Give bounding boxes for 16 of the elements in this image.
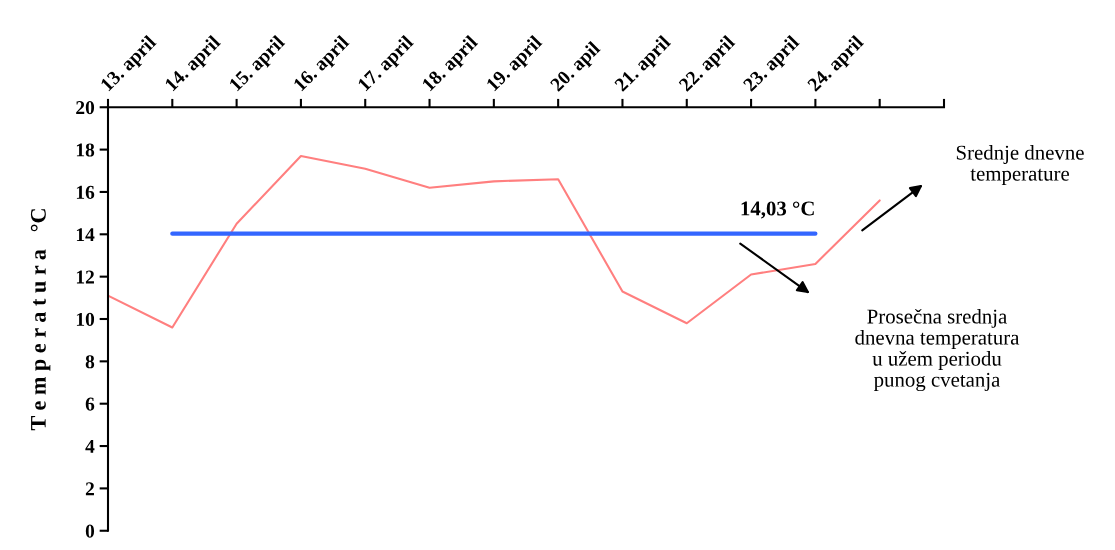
annotation: Prosečna srednja dnevna temperatura u užem periodu punog cvetanja: [855, 308, 1020, 392]
y-tick-label: 0: [85, 524, 95, 538]
y-tick-label: 2: [85, 482, 94, 496]
y-tick-label: 14: [76, 228, 95, 242]
y-axis-title: T e m p e r a t u r a °C: [30, 209, 51, 431]
x-tick-label: 20. apil: [549, 40, 604, 95]
text: Srednje dnevne temperature: [956, 145, 1084, 185]
y-tick-label: 6: [85, 397, 95, 411]
y-tick-label: 10: [76, 312, 95, 326]
y-tick-label: 20: [76, 101, 95, 115]
y-tick-label: 12: [76, 270, 94, 284]
y-tick-label: 8: [85, 355, 95, 369]
y-tick-label: 16: [76, 185, 95, 199]
y-tick-label: 18: [76, 143, 95, 157]
annotation: 14,03 °C: [741, 201, 814, 219]
y-tick-label: 4: [85, 440, 95, 453]
